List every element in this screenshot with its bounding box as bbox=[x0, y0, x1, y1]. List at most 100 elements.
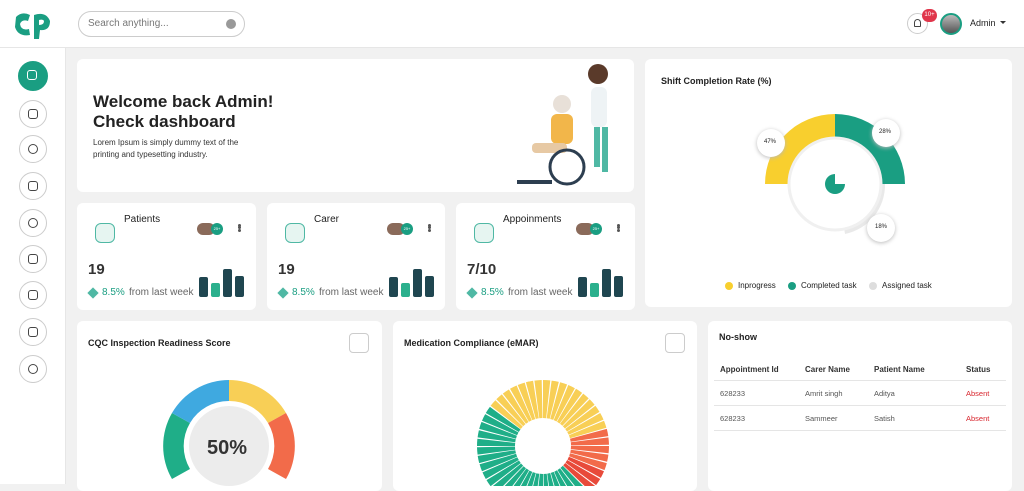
user-name[interactable]: Admin bbox=[970, 18, 996, 28]
donut-segment bbox=[562, 399, 595, 429]
menu-dot bbox=[428, 226, 431, 230]
cqc-donut bbox=[163, 380, 295, 486]
donut-segment bbox=[490, 400, 523, 429]
stat-card: Carer 25+ 19 8.5% from last week bbox=[267, 203, 445, 310]
trend-icon bbox=[87, 287, 99, 299]
gauge-label: 18% bbox=[875, 224, 888, 230]
welcome-text: printing and typesetting industry. bbox=[93, 150, 208, 159]
stat-change: 8.5% bbox=[481, 287, 504, 298]
nav-item[interactable] bbox=[19, 245, 47, 273]
stat-value: 19 bbox=[278, 261, 295, 278]
notification-button[interactable] bbox=[907, 13, 928, 34]
menu-dot bbox=[238, 228, 241, 232]
table-cell: 628233 bbox=[720, 389, 746, 398]
donut-segment bbox=[570, 437, 609, 446]
stat-title: Patients bbox=[124, 214, 161, 225]
nav-item[interactable] bbox=[19, 135, 47, 163]
menu-dot bbox=[428, 224, 431, 227]
nav-item[interactable] bbox=[19, 318, 47, 346]
search-box[interactable]: Search anything... bbox=[78, 11, 245, 37]
donut-segment bbox=[527, 472, 536, 486]
shift-card: Shift Completion Rate (%) 47% 28% 18% In… bbox=[645, 59, 1012, 307]
card-title: Shift Completion Rate (%) bbox=[661, 76, 772, 86]
nav-dashboard[interactable] bbox=[18, 61, 48, 91]
donut-segment bbox=[496, 394, 526, 427]
illustration bbox=[517, 64, 608, 186]
donut-segment bbox=[554, 470, 567, 486]
stat-icon bbox=[474, 223, 494, 243]
nav-item[interactable] bbox=[19, 209, 47, 237]
welcome-title: Welcome back Admin! bbox=[93, 92, 274, 111]
table-header: Status bbox=[966, 365, 991, 374]
table-cell: 628233 bbox=[720, 414, 746, 423]
avatars bbox=[197, 223, 215, 235]
donut-segment bbox=[482, 457, 519, 479]
avatar[interactable] bbox=[940, 13, 962, 35]
avatar-badge: 25+ bbox=[590, 223, 602, 235]
donut-segment bbox=[477, 450, 516, 464]
donut-segment bbox=[568, 420, 607, 439]
export-button[interactable] bbox=[665, 333, 685, 353]
gauge-label: 28% bbox=[879, 129, 892, 135]
table-cell: Aditya bbox=[874, 389, 895, 398]
sidebar bbox=[0, 48, 66, 484]
menu-dot bbox=[617, 228, 620, 232]
donut-segment bbox=[569, 453, 607, 471]
donut-segment bbox=[504, 466, 526, 486]
table-header: Patient Name bbox=[874, 365, 925, 374]
stat-change: 8.5% bbox=[292, 287, 315, 298]
welcome-card: Welcome back Admin! Check dashboard Lore… bbox=[77, 59, 634, 192]
donut-segment bbox=[543, 380, 551, 419]
donut-segment bbox=[482, 414, 519, 436]
menu-dot bbox=[617, 224, 620, 227]
stat-value: 7/10 bbox=[467, 261, 497, 278]
donut-segment bbox=[567, 413, 604, 435]
donut-segment bbox=[565, 405, 600, 432]
legend-item: Inprogress bbox=[738, 281, 776, 290]
card-title: Medication Compliance (eMAR) bbox=[404, 338, 539, 348]
nav-item[interactable] bbox=[19, 355, 47, 383]
donut-segment bbox=[486, 460, 521, 486]
cqc-card: CQC Inspection Readiness Score 50% bbox=[77, 321, 382, 491]
donut-segment bbox=[570, 428, 609, 442]
stat-icon bbox=[285, 223, 305, 243]
stat-change: 8.5% bbox=[102, 287, 125, 298]
dropdown-caret[interactable] bbox=[1000, 21, 1006, 27]
search-icon bbox=[226, 19, 236, 29]
stat-title: Carer bbox=[314, 214, 340, 225]
stat-change-text: from last week bbox=[129, 287, 194, 298]
avatar-badge: 25+ bbox=[211, 223, 223, 235]
table-header: Carer Name bbox=[805, 365, 850, 374]
donut-segment bbox=[479, 421, 517, 439]
donut-segment bbox=[513, 468, 529, 486]
medication-donut bbox=[477, 380, 609, 486]
donut-segment bbox=[553, 385, 575, 422]
table-rule bbox=[714, 405, 1006, 406]
status-cell: Absent bbox=[966, 414, 990, 423]
donut-segment bbox=[538, 473, 543, 486]
stat-card: Appoinments 25+ 7/10 8.5% from last week bbox=[456, 203, 635, 310]
noshow-card: No-show Appointment Id Carer Name Patient … bbox=[708, 321, 1012, 491]
donut-segment bbox=[546, 380, 559, 419]
welcome-text: Lorem Ipsum is simply dummy text of the bbox=[93, 138, 239, 147]
table-cell: Sammeer bbox=[805, 414, 838, 423]
donut-segment bbox=[570, 449, 609, 462]
avatar-badge: 25+ bbox=[401, 223, 413, 235]
nav-item[interactable] bbox=[19, 281, 47, 309]
nav-item[interactable] bbox=[19, 100, 47, 128]
legend-item: Assigned task bbox=[882, 281, 932, 290]
donut-segment bbox=[547, 473, 554, 486]
donut-segment bbox=[557, 468, 574, 486]
avatars bbox=[576, 223, 594, 235]
export-button[interactable] bbox=[349, 333, 369, 353]
search-placeholder: Search anything... bbox=[88, 18, 169, 29]
donut-segment bbox=[543, 473, 549, 486]
legend-item: Completed task bbox=[801, 281, 857, 290]
nav-item[interactable] bbox=[19, 172, 47, 200]
donut-segment bbox=[520, 470, 533, 486]
menu-dot bbox=[238, 226, 241, 230]
donut-segment bbox=[502, 389, 529, 424]
donut-segment bbox=[517, 382, 536, 421]
donut-segment bbox=[567, 456, 604, 478]
table-cell: Satish bbox=[874, 414, 895, 423]
